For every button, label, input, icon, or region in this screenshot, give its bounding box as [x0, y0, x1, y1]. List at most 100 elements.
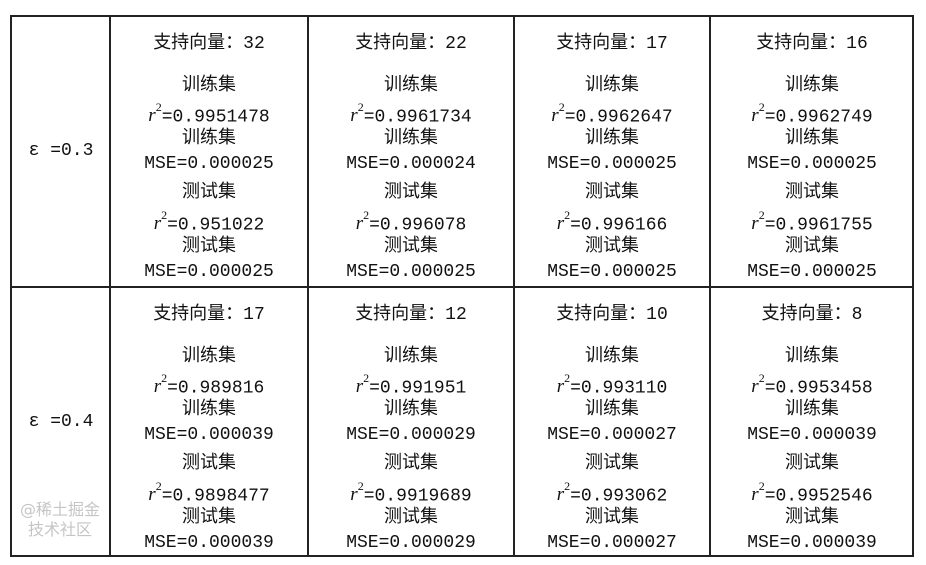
- train-r2: r2=0.991951: [309, 370, 513, 399]
- test-label: 测试集: [182, 454, 236, 474]
- train-r2: r2=0.993110: [515, 370, 709, 399]
- r-squared-symbol: r2: [350, 479, 364, 506]
- r-squared-value: =0.989816: [167, 378, 265, 399]
- test-r2: r2=0.9952546: [711, 478, 913, 507]
- train-mse: MSE=0.000027: [547, 425, 677, 445]
- epsilon-label: ε =0.4: [28, 412, 94, 432]
- test-mse: MSE=0.000025: [547, 262, 677, 282]
- test-label: 测试集: [182, 508, 236, 528]
- result-cell: 支持向量：12 训练集 r2=0.991951 训练集 MSE=0.000029 测试集 r…: [309, 286, 513, 556]
- r-squared-value: =0.996166: [570, 215, 668, 236]
- test-r2: r2=0.993062: [515, 478, 709, 507]
- result-cell: 支持向量：8 训练集 r2=0.9953458 训练集 MSE=0.000039 测试集 r…: [711, 286, 913, 556]
- test-mse: MSE=0.000039: [144, 533, 274, 553]
- r-squared-value: =0.991951: [369, 378, 467, 399]
- train-label: 训练集: [585, 76, 639, 96]
- test-r2: r2=0.996078: [309, 207, 513, 236]
- r-squared-symbol: r2: [350, 100, 364, 127]
- r-squared-value: =0.9919689: [363, 486, 472, 507]
- train-r2: r2=0.9962647: [515, 99, 709, 128]
- column-divider: [307, 15, 309, 557]
- watermark: @稀土掘金技术社区: [19, 500, 100, 539]
- train-mse: MSE=0.000025: [144, 154, 274, 174]
- r-squared-value: =0.9953458: [764, 378, 873, 399]
- train-label: 训练集: [585, 347, 639, 367]
- epsilon-label: ε =0.3: [28, 141, 94, 161]
- r-squared-symbol: r2: [148, 479, 162, 506]
- test-r2: r2=0.9919689: [309, 478, 513, 507]
- train-label: 训练集: [384, 76, 438, 96]
- train-label: 训练集: [182, 76, 236, 96]
- train-label: 训练集: [785, 347, 839, 367]
- test-label: 测试集: [384, 183, 438, 203]
- test-mse: MSE=0.000029: [346, 533, 476, 553]
- train-mse: MSE=0.000025: [547, 154, 677, 174]
- r-squared-value: =0.951022: [167, 215, 265, 236]
- r-squared-symbol: r2: [751, 479, 765, 506]
- r-squared-symbol: r2: [355, 371, 370, 398]
- test-r2: r2=0.951022: [111, 207, 307, 236]
- test-label: 测试集: [182, 237, 236, 257]
- r-squared-symbol: r2: [556, 371, 571, 398]
- train-mse: MSE=0.000039: [144, 425, 274, 445]
- train-label: 训练集: [384, 347, 438, 367]
- train-label: 训练集: [384, 400, 438, 420]
- test-label: 测试集: [785, 508, 839, 528]
- test-r2: r2=0.9898477: [111, 478, 307, 507]
- test-label: 测试集: [585, 183, 639, 203]
- r-squared-symbol: r2: [556, 208, 571, 235]
- test-r2: r2=0.9961755: [711, 207, 913, 236]
- r-squared-symbol: r2: [148, 100, 162, 127]
- train-mse: MSE=0.000029: [346, 425, 476, 445]
- test-mse: MSE=0.000025: [747, 262, 877, 282]
- result-cell: 支持向量：17 训练集 r2=0.9962647 训练集 MSE=0.000025 测试集…: [515, 15, 709, 285]
- train-r2: r2=0.9961734: [309, 99, 513, 128]
- test-label: 测试集: [585, 508, 639, 528]
- train-label: 训练集: [182, 400, 236, 420]
- result-cell: 支持向量：16 训练集 r2=0.9962749 训练集 MSE=0.000025 测试集…: [711, 15, 913, 285]
- test-label: 测试集: [785, 237, 839, 257]
- train-label: 训练集: [182, 347, 236, 367]
- result-cell: 支持向量：10 训练集 r2=0.993110 训练集 MSE=0.000027 测试集 r…: [515, 286, 709, 556]
- result-cell: 支持向量：32 训练集 r2=0.9951478 训练集 MSE=0.000025 测试集…: [111, 15, 307, 285]
- train-label: 训练集: [585, 400, 639, 420]
- r-squared-symbol: r2: [751, 208, 765, 235]
- test-label: 测试集: [384, 237, 438, 257]
- r-squared-symbol: r2: [551, 100, 565, 127]
- r-squared-value: =0.9952546: [764, 486, 873, 507]
- support-vector-count: 支持向量：32: [153, 34, 265, 54]
- test-label: 测试集: [585, 454, 639, 474]
- support-vector-count: 支持向量：10: [556, 305, 668, 325]
- support-vector-count: 支持向量：17: [153, 305, 265, 325]
- r-squared-value: =0.9951478: [161, 107, 270, 128]
- test-mse: MSE=0.000025: [144, 262, 274, 282]
- support-vector-count: 支持向量：22: [355, 34, 467, 54]
- train-mse: MSE=0.000024: [346, 154, 476, 174]
- test-mse: MSE=0.000039: [747, 533, 877, 553]
- test-label: 测试集: [785, 454, 839, 474]
- r-squared-value: =0.9962647: [564, 107, 673, 128]
- r-squared-value: =0.993062: [570, 486, 668, 507]
- r-squared-value: =0.993110: [570, 378, 668, 399]
- result-cell: 支持向量：22 训练集 r2=0.9961734 训练集 MSE=0.000024 测试集…: [309, 15, 513, 285]
- result-cell: 支持向量：17 训练集 r2=0.989816 训练集 MSE=0.000039 测试集 r…: [111, 286, 307, 556]
- column-divider: [513, 15, 515, 557]
- test-label: 测试集: [585, 237, 639, 257]
- support-vector-count: 支持向量：8: [761, 305, 863, 325]
- r-squared-symbol: r2: [751, 100, 765, 127]
- train-mse: MSE=0.000039: [747, 425, 877, 445]
- r-squared-value: =0.9898477: [161, 486, 270, 507]
- test-label: 测试集: [384, 454, 438, 474]
- column-divider: [109, 15, 111, 557]
- train-label: 训练集: [384, 129, 438, 149]
- support-vector-count: 支持向量：16: [756, 34, 868, 54]
- r-squared-value: =0.9961734: [363, 107, 472, 128]
- r-squared-symbol: r2: [355, 208, 370, 235]
- test-mse: MSE=0.000027: [547, 533, 677, 553]
- train-label: 训练集: [585, 129, 639, 149]
- r-squared-symbol: r2: [556, 479, 571, 506]
- r-squared-value: =0.996078: [369, 215, 467, 236]
- support-vector-count: 支持向量：17: [556, 34, 668, 54]
- test-r2: r2=0.996166: [515, 207, 709, 236]
- train-label: 训练集: [182, 129, 236, 149]
